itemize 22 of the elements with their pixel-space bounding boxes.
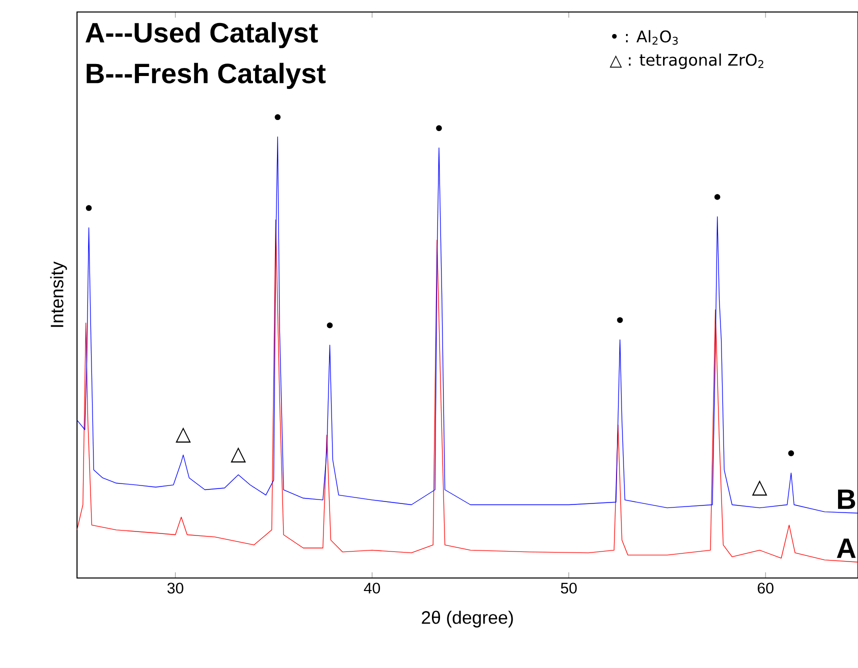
annotation: △ bbox=[752, 480, 768, 496]
annotation: • bbox=[326, 322, 333, 328]
y-axis-title: Intensity bbox=[50, 262, 67, 327]
annotation: • bbox=[274, 114, 281, 120]
x-tick-label: 60 bbox=[758, 582, 774, 594]
annotation: △ bbox=[176, 427, 191, 443]
annotation: • bbox=[714, 194, 720, 200]
series-label: B bbox=[838, 490, 856, 509]
annotation: • bbox=[436, 125, 442, 132]
annotation: • bbox=[617, 317, 623, 323]
annotation: • bbox=[788, 450, 794, 456]
text: B---Fresh Catalyst bbox=[86, 62, 326, 89]
x-tick-label: 30 bbox=[167, 582, 184, 594]
series-label: A bbox=[836, 538, 856, 558]
text: A---Used Catalyst bbox=[86, 22, 318, 48]
text: △ : tetragonal ZrO$_{2}$ bbox=[610, 54, 764, 69]
x-tick-label: 40 bbox=[364, 582, 380, 594]
text: • : Al$_{2}$O$_{3}$ bbox=[612, 30, 678, 45]
x-axis-title: 2θ (degree) bbox=[422, 610, 513, 628]
annotation: △ bbox=[230, 447, 246, 462]
annotation: • bbox=[86, 205, 92, 211]
x-tick-label: 50 bbox=[560, 582, 577, 594]
